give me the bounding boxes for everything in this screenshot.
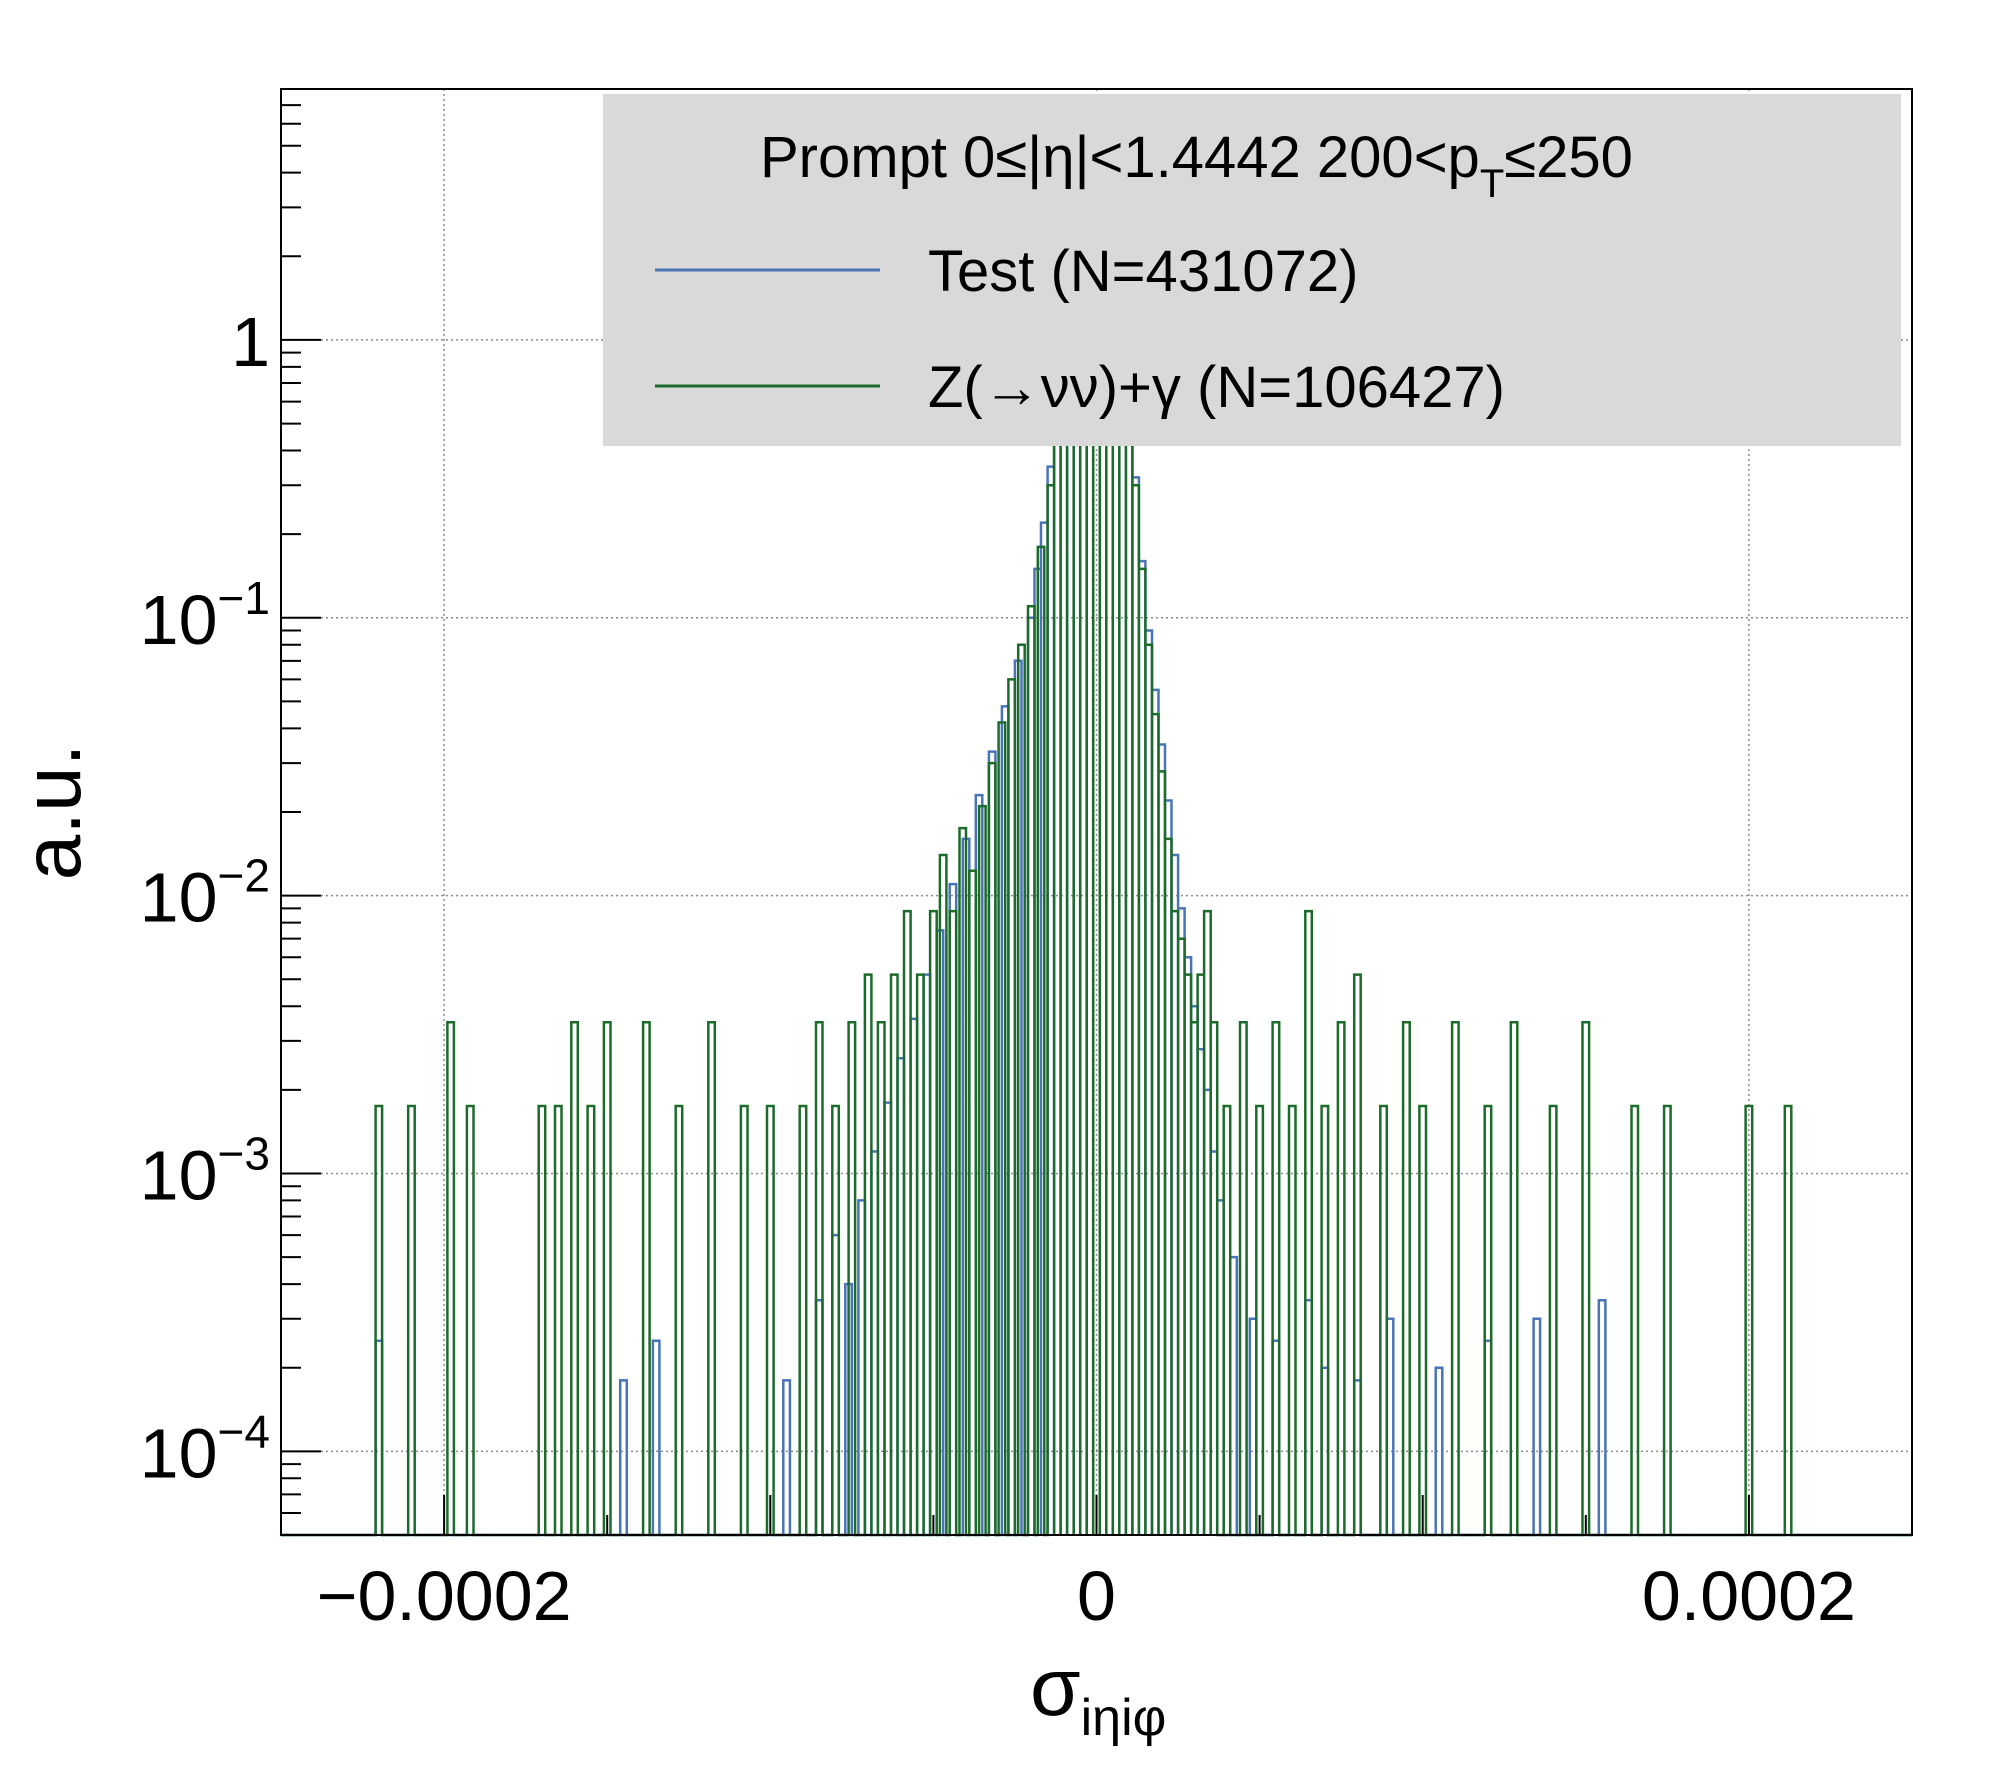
legend-label-znunu: Z(→νν)+γ (N=106427) bbox=[928, 355, 1505, 420]
legend-header: Prompt 0≤|η|<1.4442 200<pT≤250 bbox=[760, 125, 1633, 206]
y-tick-label-1: 10−3 bbox=[140, 1128, 270, 1215]
x-tick-label-2: 0.0002 bbox=[1642, 1557, 1856, 1635]
axis-ticks bbox=[280, 88, 1913, 1536]
x-axis-title: σiηiφ bbox=[1030, 1642, 1166, 1747]
y-tick-label-4: 1 bbox=[231, 303, 270, 381]
y-tick-labels: 10−4 10−3 10−2 10−1 1 bbox=[140, 303, 270, 1492]
x-tick-label-1: 0 bbox=[1077, 1557, 1116, 1635]
x-tick-label-0: −0.0002 bbox=[317, 1557, 572, 1635]
y-tick-label-2: 10−2 bbox=[140, 850, 270, 937]
y-tick-label-0: 10−4 bbox=[140, 1405, 270, 1492]
y-axis-title: a.u. bbox=[7, 744, 98, 881]
legend: Prompt 0≤|η|<1.4442 200<pT≤250 Test (N=4… bbox=[603, 94, 1901, 446]
x-tick-labels: −0.0002 0 0.0002 bbox=[317, 1557, 1856, 1635]
legend-label-test: Test (N=431072) bbox=[928, 239, 1358, 304]
y-tick-label-3: 10−1 bbox=[140, 572, 270, 659]
